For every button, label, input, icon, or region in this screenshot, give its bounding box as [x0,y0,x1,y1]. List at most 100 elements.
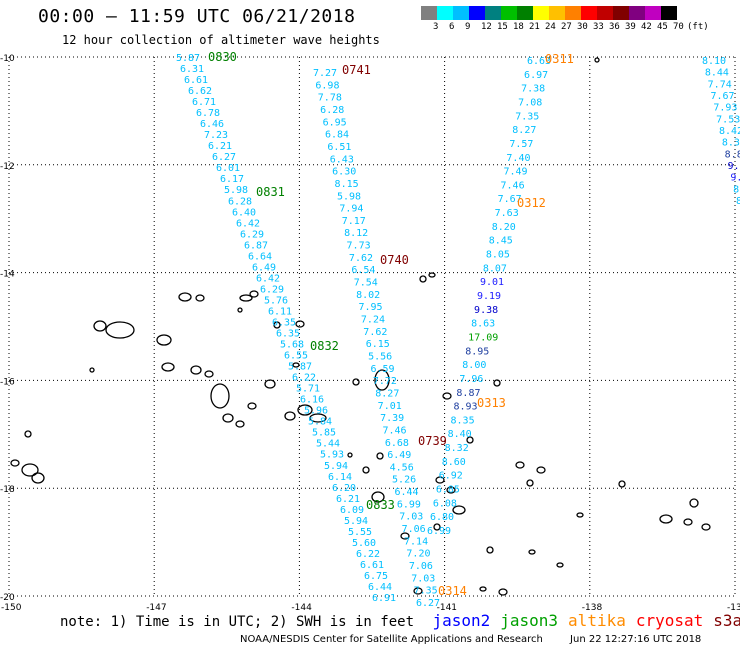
island-outline [683,518,693,526]
swh-value: 6.84 [325,130,349,141]
satellite-legend: jason2 jason3 altika cryosat s3a [422,611,740,630]
pass-label: 0741 [342,63,371,77]
swh-value: 6.51 [327,142,351,153]
swh-value: 5.68 [280,340,304,351]
swh-value: 7.67 [711,91,735,102]
island-outline [195,294,205,302]
swh-value: 6.14 [328,472,352,483]
legend-swatch [581,6,597,20]
swh-value: 6.63 [527,56,551,67]
swh-value: 6.80 [430,512,454,523]
legend-swatch [421,6,437,20]
swh-value: 6.20 [332,483,356,494]
legend-label: 12 [481,22,492,32]
lat-label: -20 [0,593,15,603]
swh-value: 6.49 [252,262,276,273]
swh-value: 7.08 [518,97,542,108]
swh-value: 6.68 [385,438,409,449]
pass-label: 0311 [545,52,574,66]
legend-swatch [501,6,517,20]
island-outline [371,491,385,503]
swh-value: 17.09 [468,332,498,343]
legend-swatch [517,6,533,20]
swh-value: 6.27 [416,598,440,609]
swh-value: 5.76 [264,295,288,306]
swh-value: 6.35 [272,317,296,328]
island-outline [576,512,584,518]
swh-value: 7.38 [521,84,545,95]
swh-value: 6.11 [268,306,292,317]
swh-value: 6.98 [315,80,339,91]
swh-value: 6.21 [208,141,232,152]
swh-value: 5.44 [316,439,340,450]
legend-label: 6 [449,22,455,32]
swh-value: 7.20 [406,549,430,560]
swh-value: 6.29 [240,229,264,240]
island-outline [297,404,313,416]
swh-value: 6.75 [364,571,388,582]
swh-value: 8.35 [451,415,475,426]
swh-value: 6.43 [330,154,354,165]
island-outline [419,275,427,283]
island-outline [352,378,360,386]
swh-value: 6.09 [340,505,364,516]
swh-value: 6.62 [188,86,212,97]
swh-value: 6.40 [232,207,256,218]
pass-label: 0832 [310,339,339,353]
swh-value: 6.28 [320,105,344,116]
swh-value: 6.49 [387,450,411,461]
swh-value: 7.74 [708,79,732,90]
swh-value: 6.16 [300,395,324,406]
island-outline [222,413,234,423]
swh-value: 6.85 [436,485,460,496]
swh-value: 8.45 [489,236,513,247]
island-outline [21,463,39,477]
swh-value: 7.35 [414,586,438,597]
legend-label: 15 [497,22,508,32]
island-outline [428,272,436,278]
island-outline [264,379,276,389]
swh-value: 8.95 [465,346,489,357]
pass-label: 0833 [366,498,395,512]
legend-swatch [613,6,629,20]
island-outline [237,307,243,313]
swh-value: 7.67 [498,194,522,205]
legend-swatch [549,6,565,20]
swh-value: 5.26 [392,475,416,486]
satellite-name-s3a: s3a [713,611,740,630]
legend-swatch [645,6,661,20]
swh-value: 8.7 [733,184,740,195]
swh-value: 6.42 [256,273,280,284]
island-outline [493,379,501,387]
island-outline [249,290,259,298]
legend-label: 18 [513,22,524,32]
legend-label: (ft) [687,22,709,32]
swh-value: 7.94 [339,204,363,215]
island-outline [235,420,245,428]
island-outline [536,466,546,474]
swh-value: 8.32 [445,443,469,454]
swh-value: 7.72 [373,376,397,387]
pass-label: 0739 [418,434,447,448]
swh-value: 7.62 [363,327,387,338]
swh-value: 8.15 [335,179,359,190]
swh-value: 5.85 [312,428,336,439]
swh-value: 5.96 [304,406,328,417]
swh-value: 7.27 [313,68,337,79]
legend-label: 9 [465,22,471,32]
swh-value: 8.93 [453,402,477,413]
swh-value: 7.01 [378,401,402,412]
swh-value: 4.56 [390,462,414,473]
swh-value: 8.05 [486,250,510,261]
swh-value: 6.91 [372,593,396,604]
credit-text: NOAA/NESDIS Center for Satellite Applica… [240,634,543,645]
island-outline [442,392,452,400]
lon-label: -141 [437,603,457,613]
swh-value: 6.30 [332,167,356,178]
swh-value: 6.61 [184,75,208,86]
island-outline [528,549,536,555]
legend-label: 3 [433,22,439,32]
swh-value: 7.63 [495,208,519,219]
island-outline [435,476,445,484]
